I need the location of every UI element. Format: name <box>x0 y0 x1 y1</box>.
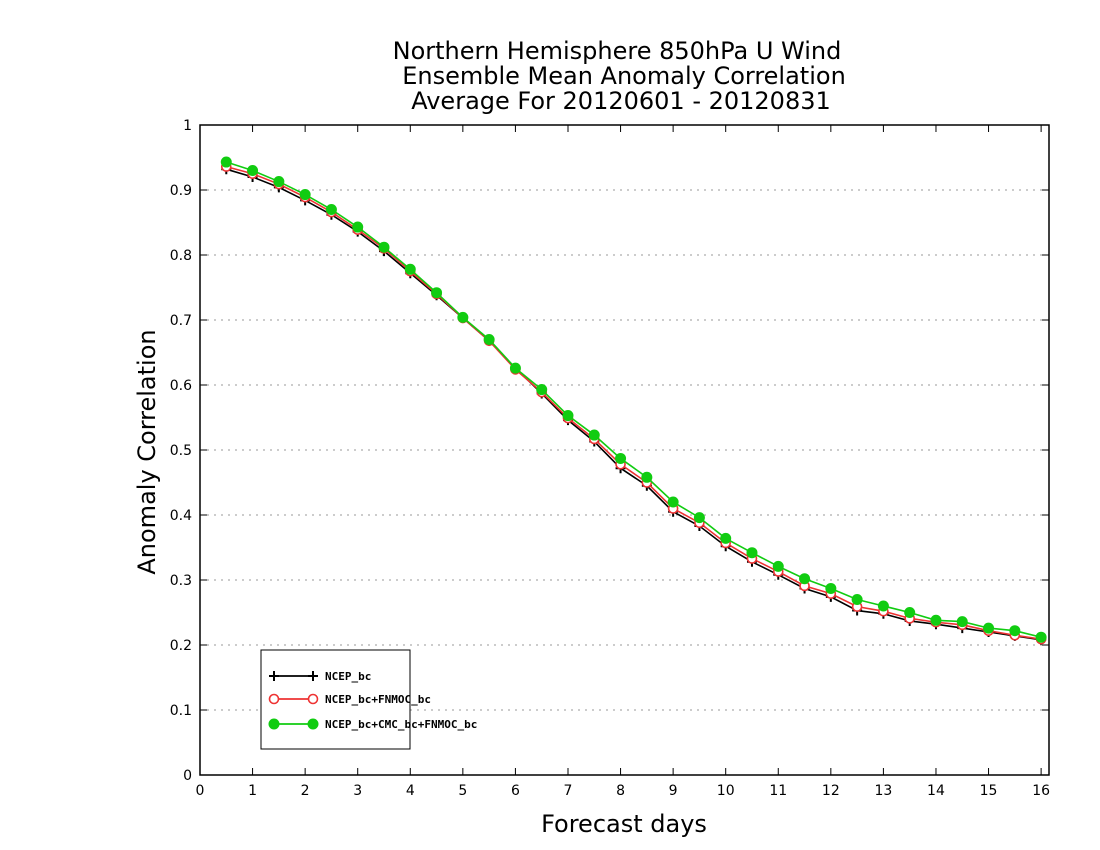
series-layer <box>220 156 1047 645</box>
x-tick-label: 3 <box>353 783 362 799</box>
x-tick-label: 9 <box>669 783 678 799</box>
legend-marker <box>307 693 319 705</box>
data-point <box>352 221 364 233</box>
y-tick-label: 0.9 <box>170 183 192 199</box>
data-point <box>378 241 390 253</box>
data-point <box>536 384 548 396</box>
legend-item-2: NCEP_bc+CMC_bc+FNMOC_bc <box>268 718 477 731</box>
data-point <box>693 512 705 524</box>
y-tick-label: 0.8 <box>170 248 192 264</box>
x-tick-label: 0 <box>196 783 205 799</box>
y-tick-label: 0.2 <box>170 638 192 654</box>
x-tick-label: 8 <box>616 783 625 799</box>
legend-label: NCEP_bc <box>325 670 371 683</box>
data-point <box>956 616 968 628</box>
data-point <box>325 204 337 215</box>
data-point <box>483 334 495 345</box>
x-tick-label: 4 <box>406 783 415 799</box>
data-point <box>904 607 916 618</box>
series-2 <box>220 156 1047 643</box>
data-point <box>667 496 679 508</box>
x-tick-label: 13 <box>874 783 892 799</box>
x-tick-label: 10 <box>717 783 735 799</box>
x-axis-label: Forecast days <box>541 810 707 838</box>
y-tick-label: 0.7 <box>170 313 192 329</box>
legend-marker <box>268 718 280 730</box>
legend: NCEP_bc NCEP_bc+FNMOC_bc NCEP_bc+CMC_bc+FN… <box>260 649 477 750</box>
x-tick-label: 14 <box>927 783 945 799</box>
x-tick-label: 7 <box>564 783 573 799</box>
x-tick-label: 1 <box>248 783 257 799</box>
data-point <box>1009 625 1021 637</box>
y-tick-label: 0.5 <box>170 443 192 459</box>
y-tick-label: 1 <box>183 118 192 134</box>
data-point <box>615 452 627 464</box>
data-point <box>273 176 285 188</box>
x-tick-label: 16 <box>1032 783 1050 799</box>
x-tick-label: 2 <box>301 783 310 799</box>
data-point <box>431 287 443 299</box>
legend-label: NCEP_bc+FNMOC_bc <box>325 693 431 706</box>
y-tick-label: 0.6 <box>170 378 192 394</box>
gridlines <box>200 189 1049 711</box>
series-0 <box>221 164 1047 645</box>
x-tick-label: 12 <box>822 783 840 799</box>
data-point <box>799 573 811 585</box>
legend-marker <box>307 718 319 730</box>
data-point <box>588 429 600 441</box>
axis-ticks: 00.10.20.30.40.50.60.70.80.910 1 2 3 4 5 6 7 8 9 1… <box>170 118 1050 799</box>
data-point <box>772 560 784 572</box>
data-point <box>641 471 653 483</box>
chart-title: Northern Hemisphere 850hPa U Wind <box>393 37 842 65</box>
data-point <box>720 532 732 544</box>
data-point <box>220 156 232 168</box>
legend-marker <box>269 671 279 681</box>
x-tick-label: 11 <box>769 783 787 799</box>
x-tick-label: 6 <box>511 783 520 799</box>
data-point <box>299 189 311 201</box>
legend-label: NCEP_bc+CMC_bc+FNMOC_bc <box>325 718 477 731</box>
data-point <box>509 362 521 374</box>
x-tick-label: 5 <box>458 783 467 799</box>
data-point <box>746 547 758 559</box>
data-point <box>930 614 942 626</box>
y-axis-label: Anomaly Correlation <box>133 329 161 574</box>
y-tick-label: 0 <box>183 768 192 784</box>
y-tick-label: 0.1 <box>170 703 192 719</box>
data-point <box>247 165 259 176</box>
y-tick-label: 0.4 <box>170 508 192 524</box>
data-point <box>457 311 469 323</box>
data-point <box>1035 631 1047 643</box>
data-point <box>562 410 574 422</box>
data-point <box>983 622 995 634</box>
series-line <box>226 161 1042 638</box>
y-tick-label: 0.3 <box>170 573 192 589</box>
legend-item-1: NCEP_bc+FNMOC_bc <box>268 693 431 706</box>
data-point <box>851 594 863 605</box>
data-point <box>825 582 837 594</box>
legend-item-0: NCEP_bc <box>269 670 371 683</box>
data-point <box>877 600 889 612</box>
x-tick-label: 15 <box>980 783 998 799</box>
series-line <box>226 165 1042 640</box>
series-line <box>226 168 1042 641</box>
chart-subtitle-2: Average For 20120601 - 20120831 <box>411 87 831 115</box>
legend-marker <box>308 671 318 681</box>
chart-subtitle: Ensemble Mean Anomaly Correlation <box>402 62 846 90</box>
series-1 <box>220 161 1047 645</box>
data-point <box>404 263 416 275</box>
legend-marker <box>268 693 280 705</box>
